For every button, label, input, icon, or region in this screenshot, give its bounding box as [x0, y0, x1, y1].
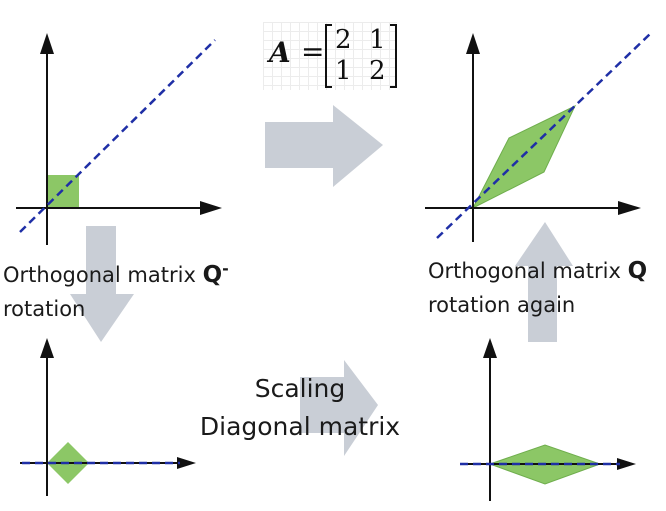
x-axis-arrowhead [618, 201, 641, 215]
panel-scaled [460, 338, 636, 501]
y-axis-arrowhead [40, 33, 54, 54]
matrix-cell: 1 [335, 56, 352, 86]
x-axis-arrowhead [177, 457, 196, 469]
y-axis-arrowhead [466, 33, 480, 54]
inverse-mark: - [222, 259, 229, 278]
q-symbol: Q [202, 262, 223, 288]
caption-left-line2: rotation [3, 297, 86, 321]
dashed-diagonal-line [436, 33, 651, 239]
panel-transformed-a [425, 33, 651, 242]
matrix-cell: 1 [369, 25, 386, 55]
matrix-symbol: A [269, 36, 291, 69]
x-axis-arrowhead [617, 458, 636, 470]
y-axis-arrowhead [483, 338, 497, 358]
matrix-cell: 2 [335, 25, 352, 55]
caption-center-line2: Diagonal matrix [199, 412, 401, 441]
x-axis-arrowhead [200, 201, 222, 215]
arrow-down-left [70, 226, 134, 342]
transformed-parallelogram [471, 104, 577, 210]
equals-sign: = [301, 35, 325, 68]
matrix-cell: 2 [369, 56, 386, 86]
arrow-right-top [265, 105, 383, 187]
matrix-a-equation: A = 2 1 1 2 [263, 22, 397, 90]
panel-rotated [20, 338, 196, 496]
caption-right-line1: Orthogonal matrix Q [428, 258, 648, 284]
caption-left-line1: Orthogonal matrix Q- [3, 259, 229, 288]
arrow-up-right [515, 222, 573, 342]
unit-square-shape [47, 175, 79, 208]
caption-left: Orthogonal matrix Q- rotation [3, 252, 229, 326]
q-symbol: Q [627, 258, 648, 284]
y-axis-arrowhead [40, 338, 54, 358]
dashed-diagonal-line [19, 39, 216, 233]
matrix-brackets: 2 1 1 2 [325, 24, 397, 88]
caption-right: Orthogonal matrix Q rotation again [428, 254, 647, 322]
panel-original-square [16, 33, 222, 245]
arrow-right-bottom [300, 360, 378, 456]
caption-right-line2: rotation again [428, 293, 576, 317]
caption-center: Scaling Diagonal matrix [190, 370, 410, 446]
caption-center-line1: Scaling [254, 374, 346, 403]
